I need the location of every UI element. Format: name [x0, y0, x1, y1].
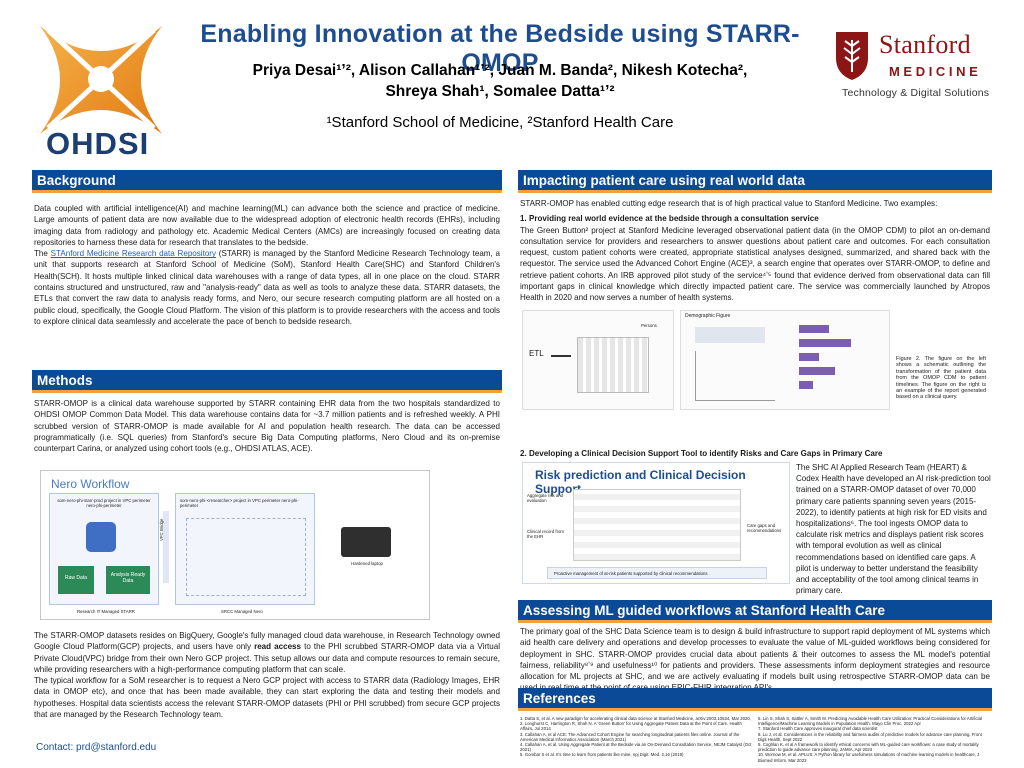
impact-section: STARR-OMOP has enabled cutting edge rese… — [518, 193, 992, 304]
report-bar — [799, 353, 819, 361]
right-column: Impacting patient care using real world … — [518, 170, 992, 763]
reference-item: 2. Longhurst C, Harrington R, Shah N. A … — [520, 721, 742, 732]
references-heading: References — [518, 688, 992, 711]
cds-label-ehr: Clinical record from the EHR — [527, 529, 565, 540]
report-bar — [799, 367, 835, 375]
report-bar — [799, 339, 851, 347]
background-paragraph-2: The STAnford Medicine Research data Repo… — [34, 248, 500, 327]
reference-item: 3. Callahan A, et al ACE: The Advanced C… — [520, 731, 740, 742]
starr-link[interactable]: STAnford Medicine Research data Reposito… — [50, 249, 216, 259]
stanford-tree-icon — [836, 32, 868, 80]
cds-paragraph: The SHC AI Applied Research Team (HEART)… — [796, 463, 991, 596]
ml-section: The primary goal of the SHC Data Science… — [518, 626, 992, 694]
srcc-label: SRCC Managed Nero — [221, 609, 263, 614]
author-line-2: Shreya Shah¹, Somalee Datta¹ʼ² — [385, 83, 615, 100]
cds-figure-title: Risk prediction and Clinical Decision Su… — [535, 468, 746, 496]
report-table — [695, 327, 765, 343]
analysis-ready-box: Analysis Ready Data — [106, 566, 150, 594]
cds-dashboard-screenshot — [573, 489, 741, 561]
methods-paragraph-2: The STARR-OMOP datasets resides on BigQu… — [34, 630, 500, 675]
text-run-bold: read access — [254, 642, 302, 652]
affiliations: ¹Stanford School of Medicine, ²Stanford … — [326, 114, 674, 131]
background-paragraph-1: Data coupled with artificial intelligenc… — [34, 204, 500, 247]
timeline-grid — [577, 337, 649, 393]
impact-intro: STARR-OMOP has enabled cutting edge rese… — [520, 199, 938, 208]
laptop-label: Hardened laptop — [351, 561, 383, 566]
references-left: 1. Datta S, et al. A new paradigm for ac… — [520, 716, 752, 758]
reference-item: 9. Coghlan K, et al A framework to ident… — [758, 742, 979, 753]
etl-label: ETL — [529, 349, 544, 358]
left-column: Background Data coupled with artificial … — [32, 170, 502, 753]
ohdsi-logo-text: OHDSI — [46, 126, 150, 161]
stanford-medicine-logo: Stanford MEDICINE — [832, 28, 1002, 104]
reference-item: 10. Wornow M, et al. APLUS: A Python lib… — [758, 752, 980, 763]
methods-section: STARR-OMOP is a clinical data warehouse … — [32, 398, 502, 454]
methods-section-continued: The STARR-OMOP datasets resides on BigQu… — [32, 630, 502, 720]
methods-paragraph-1: STARR-OMOP is a clinical data warehouse … — [34, 399, 500, 454]
figure-2-caption: Figure 2. The figure on the left shows a… — [896, 356, 986, 401]
methods-heading: Methods — [32, 370, 502, 393]
reference-item: 1. Datta S, et al. A new paradigm for ac… — [520, 716, 751, 721]
reference-item: 5. Gombar S et al. It's time to learn fr… — [520, 752, 684, 758]
persons-label: Persons — [641, 323, 657, 328]
author-line-1: Priya Desai¹ʼ², Alison Callahan¹ʼ², Juan… — [252, 62, 748, 79]
impact-heading: Impacting patient care using real world … — [518, 170, 992, 193]
background-heading: Background — [32, 170, 502, 193]
starr-project-label: som-nero-phi-starr-prod project in VPC p… — [57, 498, 151, 509]
researcher-project-box: som-nero-phi-<researcher> project in VPC… — [175, 493, 315, 605]
nero-workflow-diagram: Nero Workflow som-nero-phi-starr-prod pr… — [40, 470, 430, 620]
vpc-bridge-bar — [163, 511, 169, 583]
author-list: Priya Desai¹ʼ², Alison Callahan¹ʼ², Juan… — [200, 60, 800, 102]
text-run: The STARR-OMOP datasets resides on BigQu… — [34, 631, 500, 652]
raw-data-box: Raw Data — [58, 566, 94, 594]
methods-paragraph-3: The typical workflow for a SoM researche… — [34, 676, 500, 720]
cds-label-risk: Aggregate risk and evaluation — [527, 493, 564, 504]
report-bar — [799, 381, 813, 389]
reference-item: 8. Lu J, et al. Considerations in the re… — [758, 731, 982, 742]
cds-label-gaps: Care gaps and recommendations — [747, 523, 782, 534]
vpc-bridge-label: VPC Bridge — [159, 518, 164, 541]
report-bar — [799, 325, 829, 333]
impact-paragraph-1: The Green Button² project at Stanford Me… — [520, 225, 990, 303]
medicine-wordmark: MEDICINE — [889, 64, 982, 79]
impact-subheading-2: 2. Developing a Clinical Decision Suppor… — [520, 449, 883, 458]
stanford-wordmark: Stanford — [879, 30, 971, 59]
bigquery-icon — [86, 522, 116, 552]
text-run: (STARR) is managed by the Stanford Medic… — [34, 249, 501, 326]
laptop-icon — [341, 527, 391, 557]
cds-figure: Risk prediction and Clinical Decision Su… — [522, 462, 790, 584]
reference-item: 7. Stanford Health Care approves inaugur… — [758, 726, 878, 732]
ml-paragraph: The primary goal of the SHC Data Science… — [520, 627, 990, 692]
demographic-report-figure: Demographic Figure — [680, 310, 890, 410]
reference-item: 4. Callahan A, et al. Using Aggregate Pa… — [520, 742, 752, 753]
researcher-project-label: som-nero-phi-<researcher> project in VPC… — [180, 498, 299, 509]
impact-subheading-1: 1. Providing real world evidence at the … — [520, 214, 819, 224]
ohdsi-logo — [40, 26, 162, 134]
references-right: 6. Lin S, Shah S, Sattler A, Smith M. Pr… — [758, 716, 990, 763]
contact-email[interactable]: Contact: prd@stanford.edu — [36, 742, 157, 753]
research-it-label: Research IT Managed STARR — [77, 609, 135, 614]
starr-project-box: som-nero-phi-starr-prod project in VPC p… — [49, 493, 159, 605]
text-run: to the PHI scrubbed STARR-OMOP data via … — [34, 642, 501, 674]
department-label: Technology & Digital Solutions — [842, 87, 990, 99]
report-chart — [695, 351, 775, 401]
text-run: The — [34, 249, 51, 259]
report-title: Demographic Figure — [685, 313, 731, 319]
compute-area — [186, 518, 306, 596]
diagram-title: Nero Workflow — [51, 477, 130, 491]
cds-footer: Proactive management of at-risk patients… — [547, 567, 767, 579]
etl-schematic-figure: ETL Persons — [522, 310, 674, 410]
ml-heading: Assessing ML guided workflows at Stanfor… — [518, 600, 992, 623]
reference-item: 6. Lin S, Shah S, Sattler A, Smith M. Pr… — [758, 716, 982, 727]
etl-arrow — [551, 355, 571, 357]
poster-title: Enabling Innovation at the Bedside using… — [200, 20, 800, 77]
poster-header: OHDSI Enabling Innovation at the Bedside… — [0, 0, 1024, 168]
background-section: Data coupled with artificial intelligenc… — [32, 193, 502, 327]
